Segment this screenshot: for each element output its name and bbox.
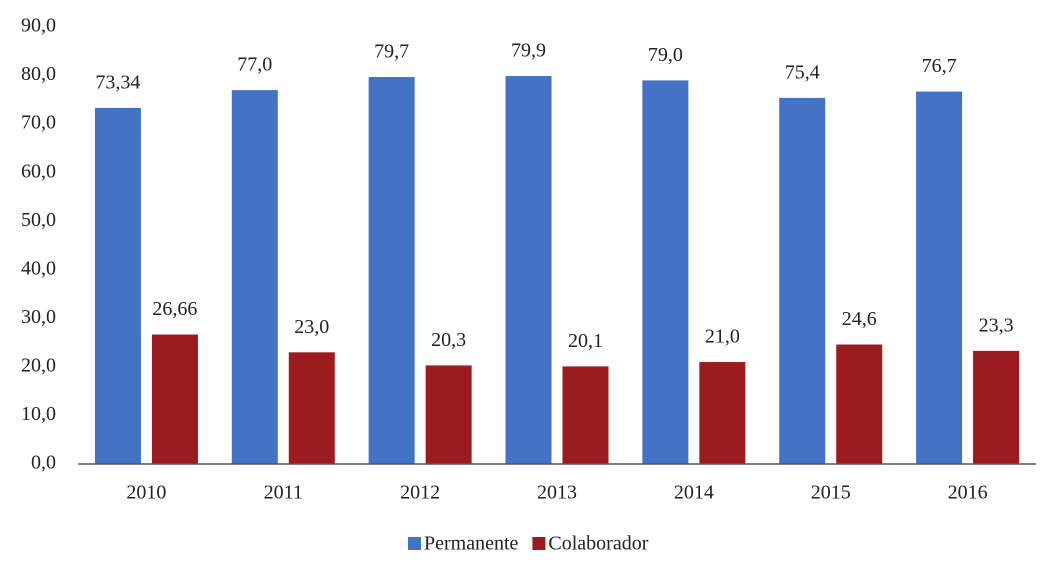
data-label: 21,0 xyxy=(705,326,740,348)
data-label: 77,0 xyxy=(237,54,272,76)
bar xyxy=(231,90,278,464)
data-label: 76,7 xyxy=(922,55,957,77)
x-tick-label: 2015 xyxy=(811,482,851,504)
bar xyxy=(151,334,198,464)
x-tick-label: 2011 xyxy=(264,482,303,504)
data-label: 75,4 xyxy=(785,61,820,83)
y-tick-label: 80,0 xyxy=(21,63,56,85)
legend-swatch xyxy=(408,537,421,550)
bar xyxy=(94,107,141,464)
data-label: 23,3 xyxy=(979,314,1014,336)
bar xyxy=(642,80,689,465)
legend-swatch xyxy=(532,537,546,550)
bar xyxy=(973,350,1020,464)
legend-label: Permanente xyxy=(424,533,519,555)
y-tick-label: 60,0 xyxy=(21,160,56,182)
data-label: 79,7 xyxy=(374,41,409,63)
y-tick-label: 10,0 xyxy=(21,403,56,425)
x-tick-label: 2014 xyxy=(674,482,714,504)
bar xyxy=(562,366,609,464)
y-tick-label: 0,0 xyxy=(31,452,56,474)
bar xyxy=(505,76,552,465)
bar xyxy=(699,362,746,464)
y-tick-label: 30,0 xyxy=(21,306,56,328)
bar xyxy=(368,77,415,465)
data-label: 20,3 xyxy=(431,329,466,351)
data-label: 23,0 xyxy=(294,316,329,338)
x-tick-label: 2010 xyxy=(126,482,166,504)
x-tick-label: 2012 xyxy=(400,482,440,504)
data-label: 20,1 xyxy=(568,330,603,352)
data-label: 24,6 xyxy=(842,308,877,330)
bar xyxy=(288,352,335,464)
x-tick-label: 2013 xyxy=(537,482,577,504)
y-tick-label: 50,0 xyxy=(21,209,56,231)
y-tick-label: 70,0 xyxy=(21,112,56,134)
y-tick-label: 90,0 xyxy=(21,15,56,37)
bar xyxy=(836,344,883,464)
bar xyxy=(425,365,472,464)
y-tick-label: 20,0 xyxy=(21,354,56,376)
bar xyxy=(916,91,963,464)
y-tick-label: 40,0 xyxy=(21,257,56,279)
legend-label: Colaborador xyxy=(548,533,648,555)
data-label: 73,34 xyxy=(95,71,140,93)
bar xyxy=(779,97,826,464)
data-label: 79,9 xyxy=(511,40,546,62)
data-label: 26,66 xyxy=(152,298,197,320)
data-label: 79,0 xyxy=(648,44,683,66)
x-tick-label: 2016 xyxy=(948,482,988,504)
